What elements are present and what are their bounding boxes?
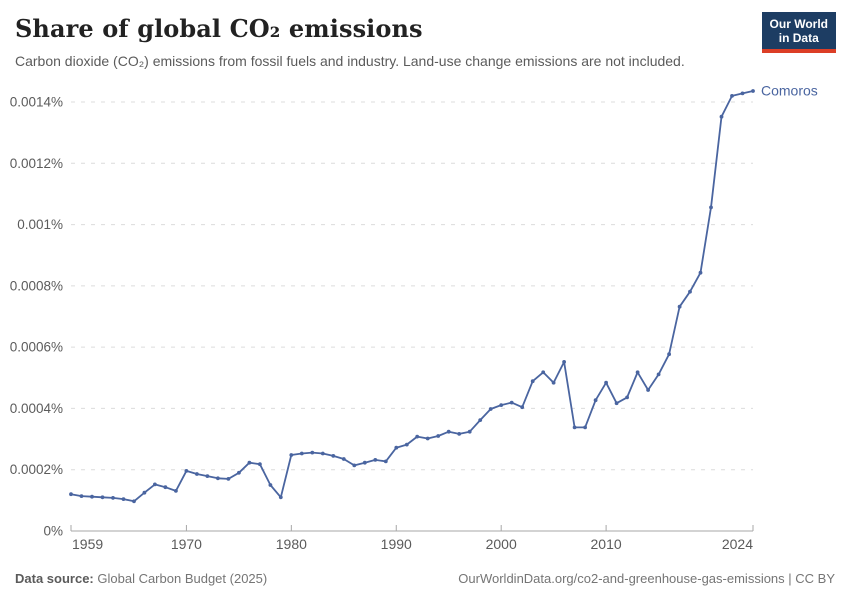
data-point[interactable] — [415, 434, 420, 439]
x-axis-tick-label: 1980 — [276, 536, 307, 552]
data-point[interactable] — [247, 460, 252, 465]
data-point[interactable] — [509, 400, 514, 405]
x-axis-tick-label: 2010 — [591, 536, 622, 552]
series-label-comoros[interactable]: Comoros — [761, 82, 818, 98]
y-axis-tick-label: 0.0004% — [10, 401, 63, 416]
data-point[interactable] — [174, 489, 178, 493]
data-point[interactable] — [499, 403, 504, 407]
data-point[interactable] — [352, 463, 357, 468]
y-axis-tick-label: 0.0006% — [10, 340, 63, 355]
data-point[interactable] — [69, 492, 73, 497]
data-point[interactable] — [142, 490, 147, 495]
chart-subtitle: Carbon dioxide (CO₂) emissions from foss… — [15, 53, 685, 69]
data-point[interactable] — [572, 425, 577, 430]
data-point[interactable] — [688, 289, 692, 294]
data-source-value: Global Carbon Budget (2025) — [97, 571, 268, 586]
data-point[interactable] — [751, 89, 755, 93]
data-point[interactable] — [488, 407, 493, 411]
data-point[interactable] — [667, 352, 671, 357]
data-source: Data source: Global Carbon Budget (2025) — [15, 571, 267, 586]
data-point[interactable] — [258, 462, 262, 467]
data-source-label: Data source: — [15, 571, 94, 586]
data-point[interactable] — [121, 497, 126, 501]
chart-footer: Data source: Global Carbon Budget (2025)… — [15, 571, 835, 586]
data-point[interactable] — [153, 482, 157, 487]
data-point[interactable] — [541, 370, 546, 375]
data-point[interactable] — [226, 477, 231, 481]
data-point[interactable] — [163, 485, 168, 490]
series-line-comoros[interactable] — [70, 90, 754, 503]
y-axis-tick-label: 0.0012% — [10, 156, 63, 171]
data-point[interactable] — [237, 470, 241, 475]
citation-link[interactable]: OurWorldinData.org/co2-and-greenhouse-ga… — [458, 571, 835, 586]
data-point[interactable] — [583, 425, 587, 430]
data-point[interactable] — [656, 372, 661, 377]
data-point[interactable] — [331, 454, 336, 458]
data-point[interactable] — [467, 429, 472, 434]
data-point[interactable] — [625, 395, 629, 400]
chart-header: Share of global CO₂ emissions Carbon dio… — [15, 14, 760, 70]
data-point[interactable] — [646, 388, 650, 392]
data-point[interactable] — [310, 450, 315, 455]
x-axis-tick-label: 2024 — [722, 536, 753, 552]
x-axis-tick-label: 2000 — [486, 536, 517, 552]
data-point[interactable] — [289, 453, 294, 457]
page-title: Share of global CO₂ emissions — [15, 14, 423, 43]
data-point[interactable] — [383, 459, 388, 464]
data-point[interactable] — [394, 445, 399, 450]
data-point[interactable] — [457, 432, 462, 436]
data-point[interactable] — [698, 270, 703, 275]
data-point[interactable] — [278, 495, 283, 500]
data-point[interactable] — [100, 495, 105, 500]
data-point[interactable] — [299, 451, 304, 456]
data-point[interactable] — [730, 94, 734, 98]
owid-logo-line2: in Data — [778, 31, 819, 45]
data-point[interactable] — [551, 380, 556, 385]
y-axis-tick-label: 0.001% — [17, 217, 63, 232]
data-point[interactable] — [530, 379, 535, 384]
data-point[interactable] — [341, 457, 346, 461]
data-point[interactable] — [79, 494, 84, 498]
y-axis-tick-label: 0.0008% — [10, 278, 63, 293]
data-point[interactable] — [635, 370, 640, 375]
owid-logo[interactable]: Our World in Data — [761, 12, 836, 53]
data-point[interactable] — [90, 494, 94, 499]
data-point[interactable] — [195, 472, 199, 476]
data-point[interactable] — [677, 304, 682, 309]
data-point[interactable] — [373, 458, 378, 462]
data-point[interactable] — [205, 474, 210, 478]
data-point[interactable] — [478, 418, 483, 422]
owid-logo-line1: Our World — [769, 17, 828, 31]
data-point[interactable] — [320, 451, 325, 456]
data-point[interactable] — [709, 205, 713, 210]
data-point[interactable] — [436, 434, 441, 438]
y-axis-tick-label: 0.0002% — [10, 462, 63, 477]
data-point[interactable] — [719, 114, 724, 119]
data-point[interactable] — [362, 460, 367, 465]
data-point[interactable] — [132, 499, 136, 504]
data-point[interactable] — [268, 483, 273, 487]
x-axis-tick-label: 1990 — [381, 536, 412, 552]
y-axis-tick-label: 0% — [43, 524, 63, 539]
data-point[interactable] — [111, 496, 115, 500]
data-point[interactable] — [604, 380, 608, 385]
data-point[interactable] — [425, 436, 430, 441]
y-axis-tick-label: 0.0014% — [10, 95, 63, 110]
data-point[interactable] — [404, 442, 409, 447]
data-point[interactable] — [614, 401, 619, 406]
data-point[interactable] — [216, 476, 220, 481]
data-point[interactable] — [593, 398, 598, 403]
data-point[interactable] — [184, 469, 189, 473]
data-point[interactable] — [562, 360, 566, 364]
data-point[interactable] — [446, 429, 451, 434]
data-point[interactable] — [740, 91, 745, 96]
x-axis-tick-label: 1959 — [72, 536, 103, 552]
x-axis-tick-label: 1970 — [171, 536, 202, 552]
data-point[interactable] — [520, 405, 525, 410]
